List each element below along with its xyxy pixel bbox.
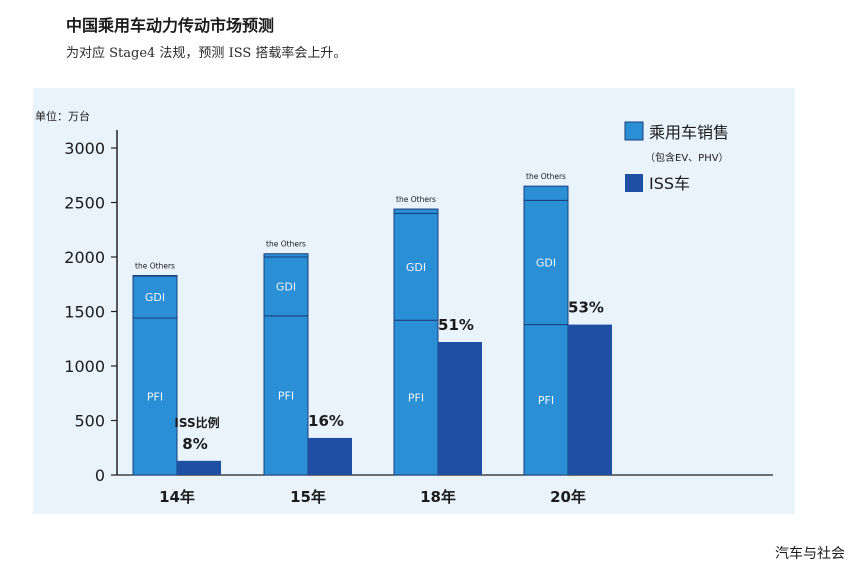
segment-label-gdi: GDI: [145, 291, 165, 304]
iss-ratio-annotation: ISS比例: [174, 415, 219, 430]
y-tick-label: 2000: [64, 248, 105, 267]
bar-iss: [438, 342, 482, 475]
legend-swatch-iss: [625, 174, 643, 192]
x-category-label: 20年: [550, 488, 586, 506]
x-category-label: 15年: [290, 488, 326, 506]
segment-label-gdi: GDI: [406, 261, 426, 274]
y-tick-label: 3000: [64, 139, 105, 158]
segment-label-pfi: PFI: [147, 391, 163, 404]
y-tick-label: 2500: [64, 194, 105, 213]
legend-sublabel-sales: （包含EV、PHV）: [645, 151, 729, 164]
legend-swatch-sales: [624, 121, 644, 141]
bar-sales-the-others: [393, 208, 439, 214]
bar-sales-the-others: [523, 185, 569, 201]
iss-ratio-label: 51%: [438, 316, 474, 334]
bar-sales-gdi: [523, 199, 569, 326]
segment-label-pfi: PFI: [538, 394, 554, 407]
segment-label-pfi: PFI: [278, 389, 294, 402]
source-credit: 汽车与社会: [775, 546, 845, 562]
page-subtitle: 为对应 Stage4 法规，预测 ISS 搭载率会上升。: [66, 46, 347, 61]
y-tick-label: 1500: [64, 303, 105, 322]
segment-label-others: the Others: [266, 240, 306, 249]
bar-sales-pfi: [132, 317, 178, 476]
bar-sales-pfi: [263, 315, 309, 476]
y-tick-label: 1000: [64, 357, 105, 376]
page-title: 中国乘用车动力传动市场预测: [66, 16, 275, 35]
chart-panel: 单位：万台 0 500 1000 1500 2000 2500 3000 PFI GDI the O…: [33, 88, 795, 514]
bar-iss: [568, 324, 612, 475]
segment-label-others: the Others: [135, 262, 175, 271]
bar-iss: [177, 460, 221, 475]
segment-label-gdi: GDI: [536, 256, 556, 269]
x-category-label: 18年: [420, 488, 456, 506]
iss-ratio-label: 16%: [308, 412, 344, 430]
bar-sales-pfi: [393, 319, 439, 476]
legend-label-sales: 乘用车销售: [649, 123, 729, 142]
segment-label-gdi: GDI: [276, 280, 296, 293]
x-category-label: 14年: [159, 488, 195, 506]
bar-sales-the-others: [132, 275, 178, 277]
unit-label: 单位：万台: [35, 109, 90, 123]
y-tick-label: 500: [74, 412, 105, 431]
legend-label-iss: ISS车: [649, 174, 690, 193]
segment-label-others: the Others: [396, 195, 436, 204]
bar-iss: [308, 437, 352, 475]
bar-sales-gdi: [132, 275, 178, 319]
y-tick-label: 0: [95, 466, 105, 485]
segment-label-others: the Others: [526, 172, 566, 181]
bar-sales-the-others: [263, 253, 309, 258]
segment-label-pfi: PFI: [408, 392, 424, 405]
iss-ratio-label: 8%: [182, 435, 207, 453]
bar-sales-gdi: [263, 256, 309, 317]
chart: 单位：万台 0 500 1000 1500 2000 2500 3000 PFI GDI the O…: [35, 109, 773, 506]
iss-ratio-label: 53%: [568, 299, 604, 317]
bar-sales-gdi: [393, 212, 439, 321]
